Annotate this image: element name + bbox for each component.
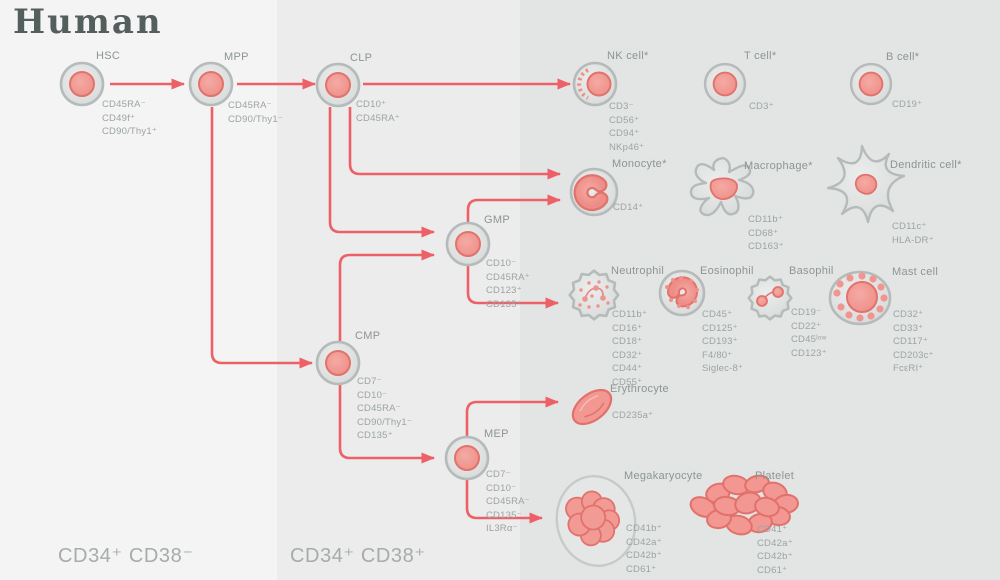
arrow-cmp-to-gmp — [338, 249, 435, 341]
platelet-label: Platelet — [755, 470, 795, 482]
b-label: B cell* — [886, 51, 920, 63]
eosinophil-markers: CD45⁺ CD125⁺ CD193⁺ F4/80⁺ Siglec-8⁺ — [702, 309, 744, 374]
lineage-arrows — [110, 78, 571, 524]
erythrocyte-label: Erythrocyte — [610, 383, 669, 395]
mast-cell — [828, 270, 892, 326]
b-cell — [849, 62, 893, 106]
arrow-cmp-to-mep — [338, 385, 435, 464]
macrophage-markers: CD11b⁺ CD68⁺ CD163⁺ — [748, 214, 784, 252]
t-cell — [703, 62, 747, 106]
macrophage-cell — [689, 156, 755, 217]
megakaryocyte-label: Megakaryocyte — [624, 470, 703, 482]
hsc-markers: CD45RA⁻ CD49f⁺ CD90/Thy1⁺ — [102, 99, 158, 137]
dendritic-markers: CD11c⁺ HLA-DR⁺ — [892, 221, 934, 246]
zone-label-cd34pos-cd38pos: CD34⁺ CD38⁺ — [290, 545, 426, 567]
hsc-cell — [59, 61, 105, 107]
arrow-clp-to-gmp — [328, 107, 435, 238]
arrow-gmp-to-neutrophil — [466, 266, 559, 309]
erythrocyte-cell — [571, 388, 613, 426]
hsc-label: HSC — [96, 50, 121, 62]
basophil-markers: CD19⁻ CD22⁺ CD45ˡᵒʷ CD123⁺ — [791, 307, 827, 359]
erythrocyte-markers: CD235a⁺ — [612, 410, 654, 421]
dendritic-label: Dendritic cell* — [890, 159, 962, 171]
monocyte-markers: CD14⁺ — [613, 202, 644, 213]
arrow-mep-to-megakaryocyte — [465, 479, 543, 524]
nk-label: NK cell* — [607, 50, 649, 62]
mep-cell — [444, 435, 490, 481]
cmp-markers: CD7⁻ CD10⁻ CD45RA⁻ CD90/Thy1⁻ CD135⁺ — [357, 376, 413, 441]
megakaryocyte-cell — [555, 475, 637, 567]
nk-markers: CD3⁻ CD56⁺ CD94⁺ NKp46⁺ — [609, 101, 645, 153]
t-markers: CD3⁺ — [749, 101, 774, 112]
gmp-cell — [445, 221, 491, 267]
clp-label: CLP — [350, 52, 373, 64]
mep-label: MEP — [484, 428, 509, 440]
zone-cd34pos-cd38pos — [277, 0, 520, 580]
eosinophil-label: Eosinophil — [700, 265, 754, 277]
dendritic-cell — [826, 144, 906, 224]
eosinophil-cell — [658, 269, 706, 317]
nk-cell — [572, 61, 618, 107]
basophil-label: Basophil — [789, 265, 834, 277]
megakaryocyte-markers: CD41b⁺ CD42a⁺ CD42b⁺ CD61⁺ — [626, 523, 662, 575]
cmp-label: CMP — [355, 330, 381, 342]
zone-cd34pos-cd38neg — [0, 0, 277, 580]
monocyte-label: Monocyte* — [612, 158, 667, 170]
neutrophil-cell — [568, 269, 620, 321]
mpp-cell — [188, 61, 234, 107]
mast-markers: CD32⁺ CD33⁺ CD117⁺ CD203c⁺ FcεRI⁺ — [893, 309, 934, 374]
cmp-cell — [315, 340, 361, 386]
gmp-label: GMP — [484, 214, 510, 226]
mep-markers: CD7⁻ CD10⁻ CD45RA⁻ CD135⁻ IL3Rα⁻ — [486, 469, 530, 534]
neutrophil-markers: CD11b⁺ CD16⁺ CD18⁺ CD32⁺ CD44⁺ CD55⁺ — [612, 309, 648, 388]
macrophage-label: Macrophage* — [744, 160, 813, 172]
basophil-cell — [747, 275, 793, 321]
mpp-markers: CD45RA⁻ CD90/Thy1⁻ — [228, 100, 284, 125]
clp-cell — [315, 62, 361, 108]
clp-markers: CD10⁺ CD45RA⁺ — [356, 99, 400, 124]
mpp-label: MPP — [224, 51, 249, 63]
b-markers: CD19⁺ — [892, 99, 923, 110]
monocyte-cell — [569, 167, 619, 217]
platelet-cluster — [689, 474, 799, 536]
arrow-mpp-to-cmp — [210, 107, 313, 369]
neutrophil-label: Neutrophil — [611, 265, 665, 277]
arrow-gmp-to-monocyte — [466, 194, 561, 222]
gmp-markers: CD10⁻ CD45RA⁺ CD123⁺ CD135⁺ — [486, 258, 530, 310]
platelet-markers: CD41⁺ CD42a⁺ CD42b⁺ CD61⁺ — [757, 524, 793, 576]
arrow-mep-to-erythrocyte — [465, 396, 559, 437]
mast-label: Mast cell — [892, 266, 939, 278]
arrow-clp-to-monocyte — [348, 107, 561, 180]
zone-label-cd34pos-cd38neg: CD34⁺ CD38⁻ — [58, 545, 194, 567]
page-title: Human — [13, 2, 163, 42]
t-label: T cell* — [744, 50, 777, 62]
